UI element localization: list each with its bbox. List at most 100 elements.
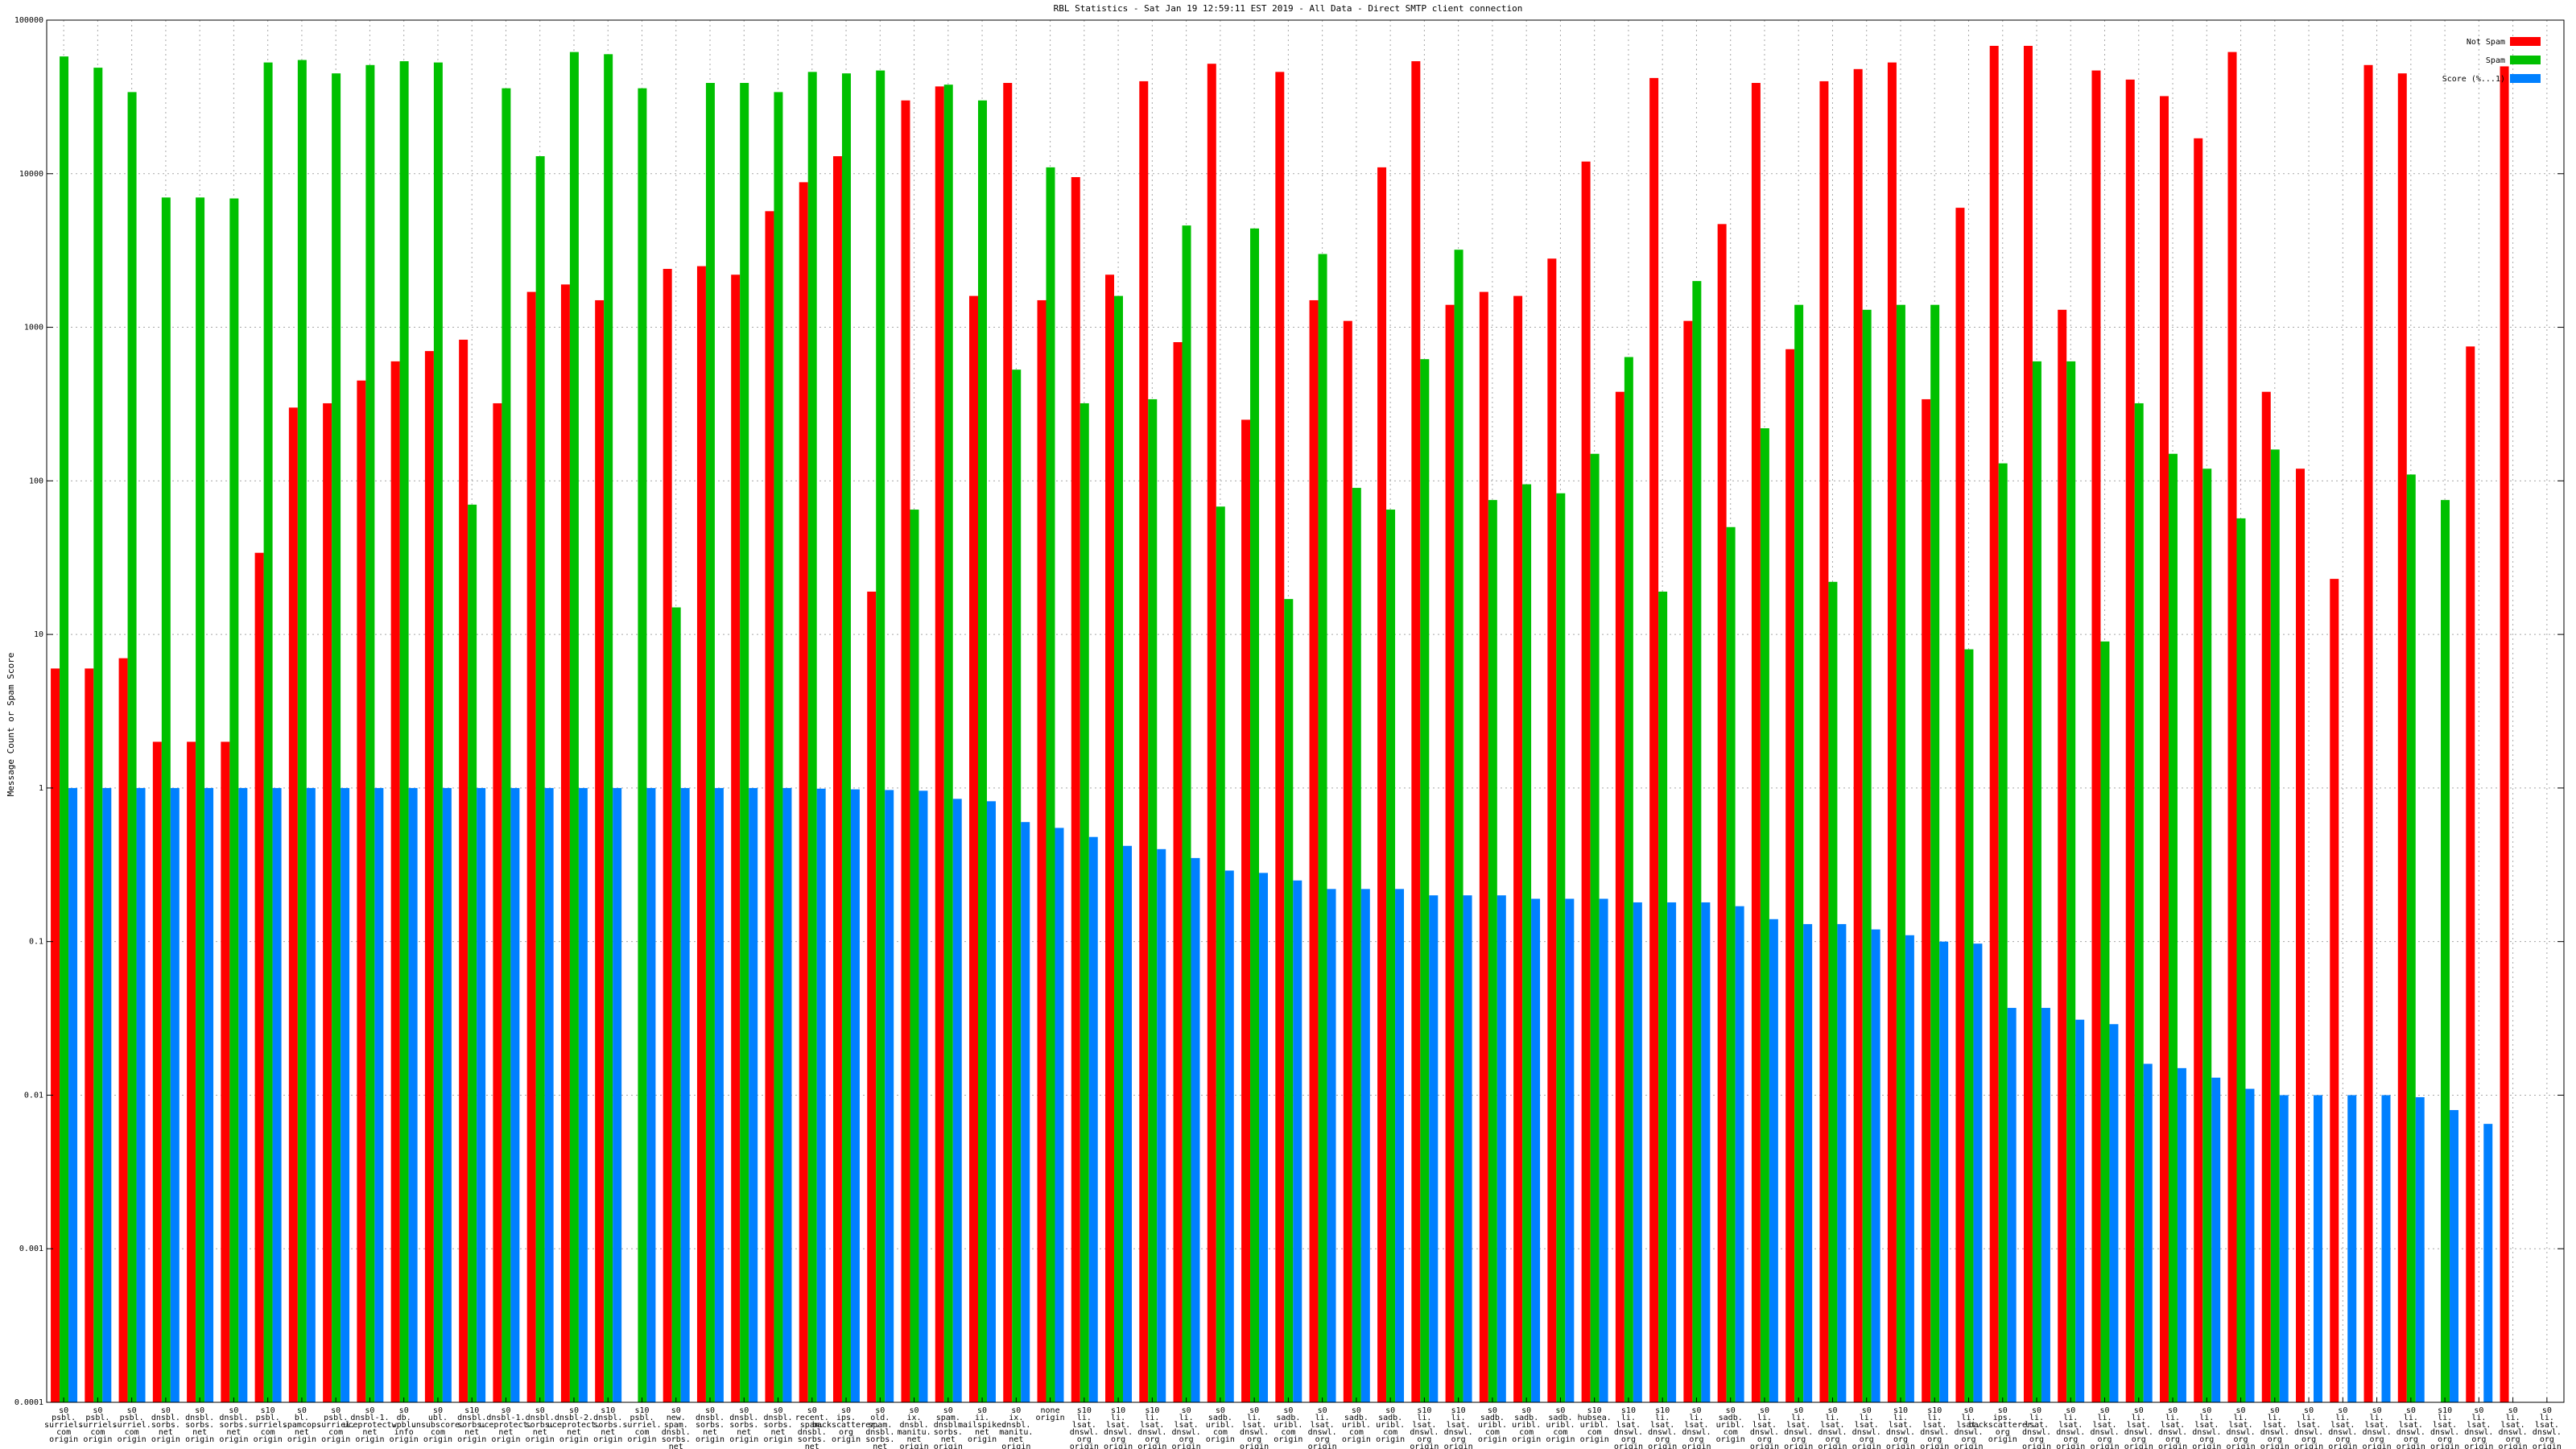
bar-not-spam [2466, 346, 2475, 1402]
x-tick-label-line: sadb. [1344, 1414, 1368, 1422]
bar-not-spam [1071, 177, 1080, 1403]
x-tick-label-line: s0 [841, 1406, 851, 1415]
x-tick-label-line: s0 [1794, 1406, 1803, 1415]
x-tick-label-line: s0 [1318, 1406, 1327, 1415]
bar-not-spam [1717, 224, 1727, 1402]
bar-score-1 [2450, 1109, 2459, 1402]
x-tick-label-line: s0 [773, 1406, 782, 1415]
x-tick-label-line: s0 [1011, 1406, 1021, 1415]
x-tick-label-line: ix. [1009, 1414, 1023, 1422]
x-tick-label-line: net [703, 1428, 717, 1437]
x-tick-label-line: dnswl. [2260, 1428, 2289, 1437]
x-tick-label-line: uribl. [1716, 1421, 1745, 1430]
x-tick-label-line: uribl. [1478, 1421, 1507, 1430]
bar-not-spam [1853, 68, 1863, 1402]
x-tick-label-line: li. [2199, 1414, 2214, 1422]
x-tick-label-line: dnswl. [1240, 1428, 1269, 1437]
x-tick-label-line: net [362, 1428, 377, 1437]
x-tick-label: s10 li. lsat. dnswl. org origin [1410, 1406, 1439, 1449]
y-tick-label: 10000 [19, 170, 43, 179]
bar-score-1 [341, 787, 350, 1402]
x-tick-label-line: spam. [800, 1421, 824, 1430]
x-tick-label-line: dnsbl-1. [350, 1414, 389, 1422]
x-tick-label: s10 psbl. surriel. com origin [622, 1406, 661, 1444]
x-tick-label-line: origin [1682, 1443, 1711, 1449]
bar-not-spam [901, 100, 910, 1402]
x-tick-label-line: org [2098, 1435, 2112, 1444]
x-tick-label: s0 li. lsat. dnswl. org origin [2533, 1406, 2562, 1449]
x-tick-label: s0 li. lsat. dnswl. org origin [1682, 1406, 1711, 1449]
x-tick-label-line: origin [832, 1435, 861, 1444]
x-tick-label-line: li. [2098, 1414, 2112, 1422]
bar-not-spam [493, 402, 502, 1403]
bar-not-spam [2363, 64, 2373, 1403]
bar-score-1 [408, 787, 418, 1402]
x-tick-label-line: dnsbl. [696, 1414, 724, 1422]
bar-spam [161, 197, 171, 1403]
bar-spam [1692, 281, 1702, 1402]
x-tick-label-line: dnsbl-2. [555, 1414, 593, 1422]
y-tick-label: 0.001 [19, 1245, 43, 1253]
bar-spam [910, 510, 919, 1402]
x-tick-label-line: dnswl. [1308, 1428, 1337, 1437]
x-tick-label-line: dnswl. [2328, 1428, 2357, 1437]
x-tick-label-line: sadb. [1208, 1414, 1232, 1422]
bar-score-1 [2483, 1124, 2493, 1402]
x-tick-label-line: ix. [907, 1414, 922, 1422]
x-tick-label-line: org [1179, 1435, 1194, 1444]
bar-score-1 [374, 787, 384, 1402]
x-tick-label-line: sorbs. [763, 1421, 792, 1430]
x-tick-label-line: org [2063, 1435, 2078, 1444]
x-tick-label: s0 psbl. surriel. com origin [316, 1406, 355, 1444]
x-tick-label-line: li. [2506, 1414, 2520, 1422]
x-tick-label-line: li. [1179, 1414, 1194, 1422]
bar-spam [1896, 304, 1905, 1402]
x-tick-label-line: s0 [127, 1406, 137, 1415]
x-tick-label-line: s0 [671, 1406, 681, 1415]
x-tick-label-line: s0 [2542, 1406, 2552, 1415]
x-tick-label-line: s0 [807, 1406, 817, 1415]
x-tick-label-line: li. [2370, 1414, 2384, 1422]
x-tick-label-line: dnswl. [2192, 1428, 2221, 1437]
x-tick-label-line: org [1077, 1435, 1092, 1444]
bar-spam [943, 85, 953, 1402]
x-tick-label-line: origin [390, 1435, 419, 1444]
x-tick-label-line: origin [1886, 1443, 1915, 1449]
x-tick-label-line: sorbs. [934, 1428, 963, 1437]
bar-not-spam [2159, 96, 2169, 1403]
bar-score-1 [1599, 898, 1608, 1402]
x-tick-label-line: origin [1580, 1435, 1609, 1444]
x-tick-label-line: s10 [1621, 1406, 1636, 1415]
bar-not-spam [1683, 320, 1693, 1403]
x-tick-label-line: com [125, 1428, 139, 1437]
x-tick-label-line: db. [397, 1414, 411, 1422]
bar-not-spam [2261, 391, 2271, 1402]
y-tick-label: 1000 [24, 324, 43, 332]
x-tick-label-line: org [1893, 1435, 1908, 1444]
x-tick-label: s0 dnsbl-1. uceprotect. net origin [479, 1406, 532, 1444]
x-tick-label-line: org [1111, 1435, 1125, 1444]
bar-not-spam [1037, 299, 1046, 1403]
bar-score-1 [170, 787, 180, 1402]
x-tick-label-line: lsat. [2127, 1421, 2151, 1430]
x-tick-label-line: spam. [664, 1421, 688, 1430]
x-tick-label-line: li. [1961, 1414, 1975, 1422]
x-tick-label-line: net [464, 1428, 479, 1437]
bar-not-spam [1003, 83, 1013, 1403]
bar-not-spam [696, 266, 706, 1402]
bar-not-spam [1411, 61, 1421, 1402]
x-tick-label-line: dnswl. [2124, 1428, 2153, 1437]
bar-not-spam [424, 351, 434, 1402]
x-tick-label-line: dnsbl. [526, 1414, 555, 1422]
bar-not-spam [2194, 138, 2203, 1403]
x-tick-label-line: com [261, 1428, 275, 1437]
x-tick-label-line: s10 [2438, 1406, 2452, 1415]
x-tick-label-line: dnswl. [1920, 1428, 1949, 1437]
bar-not-spam [1581, 161, 1591, 1402]
x-tick-label-line: lsat. [1447, 1421, 1471, 1430]
x-tick-label-line: wpbl. [392, 1421, 416, 1430]
bar-score-1 [306, 787, 316, 1402]
bar-score-1 [2143, 1063, 2153, 1402]
bar-not-spam [254, 552, 264, 1402]
x-tick-label: s0 spam. dnsbl. sorbs. net origin [934, 1406, 963, 1449]
